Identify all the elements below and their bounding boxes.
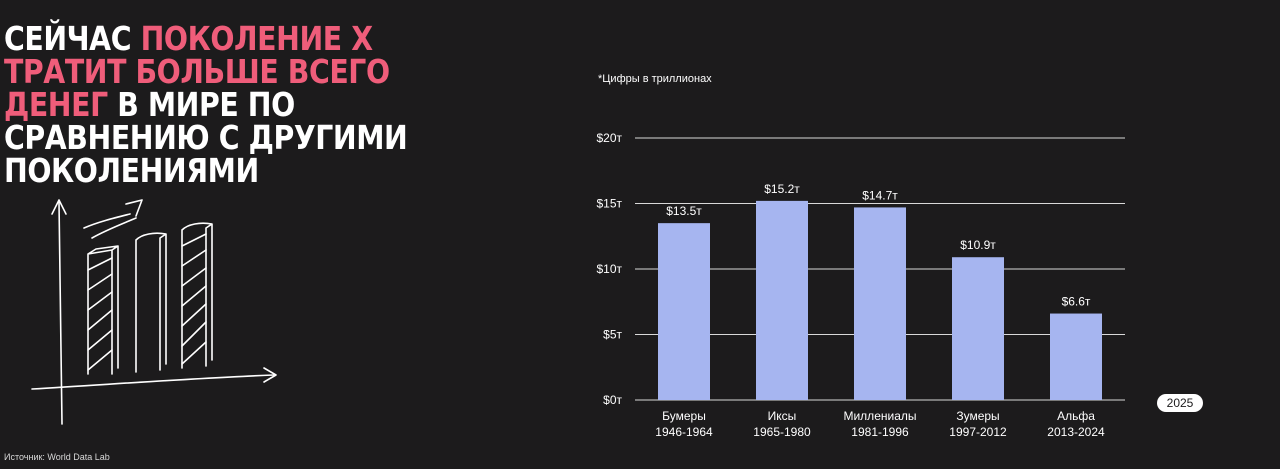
source-note: Источник: World Data Lab xyxy=(4,452,110,462)
x-tick-label: Иксы xyxy=(768,409,797,423)
bar xyxy=(952,257,1004,400)
bar xyxy=(1050,313,1102,400)
x-tick-label: Зумеры xyxy=(956,409,999,423)
year-badge: 2025 xyxy=(1157,394,1203,412)
bar-value-label: $14.7т xyxy=(862,188,898,202)
bar-value-label: $13.5т xyxy=(666,204,702,218)
hand-drawn-growth-chart-icon xyxy=(31,199,277,425)
y-tick-label: $10т xyxy=(596,262,622,276)
x-tick-label: 1965-1980 xyxy=(753,425,811,439)
y-tick-label: $20т xyxy=(596,131,622,145)
bar-value-label: $6.6т xyxy=(1062,295,1091,309)
bar xyxy=(756,200,808,400)
headline-part2: В МИРЕ ПО СРАВНЕНИЮ С ДРУГИМИ ПОКОЛЕНИЯМ… xyxy=(4,85,408,190)
y-tick-label: $0т xyxy=(603,393,622,407)
headline-highlight: ПОКОЛЕНИЕ Х ТРАТИТ БОЛЬШЕ ВСЕГО ДЕНЕГ xyxy=(4,19,390,124)
x-tick-label: Миллениалы xyxy=(843,409,916,423)
y-tick-label: $15т xyxy=(596,197,622,211)
bar-chart: $0т $5т $10т $15т $20т $13.5т Бумеры 1946-1964 $… xyxy=(596,131,1125,439)
x-tick-label: 1981-1996 xyxy=(851,425,909,439)
bar-value-label: $15.2т xyxy=(764,182,800,196)
x-tick-label: 1997-2012 xyxy=(949,425,1007,439)
x-tick-label: 2013-2024 xyxy=(1047,425,1105,439)
headline-part1: СЕЙЧАС xyxy=(4,19,141,58)
bar xyxy=(854,207,906,400)
headline: СЕЙЧАС ПОКОЛЕНИЕ Х ТРАТИТ БОЛЬШЕ ВСЕГО Д… xyxy=(4,22,468,187)
x-tick-label: Бумеры xyxy=(662,409,706,423)
y-tick-label: $5т xyxy=(603,328,622,342)
bar-value-label: $10.9т xyxy=(960,238,996,252)
units-note: *Цифры в триллионах xyxy=(598,73,712,85)
bar xyxy=(658,223,710,400)
x-tick-label: 1946-1964 xyxy=(655,425,713,439)
x-tick-label: Альфа xyxy=(1057,409,1095,423)
